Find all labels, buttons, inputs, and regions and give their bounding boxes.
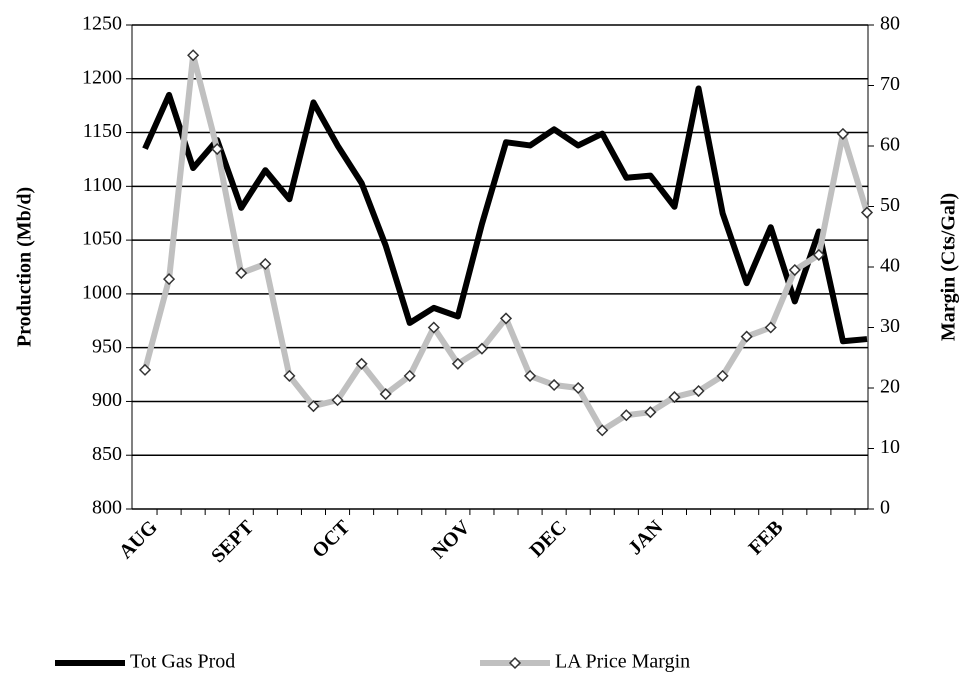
y2-tick-label: 10 <box>880 436 900 458</box>
y-tick-label: 1250 <box>82 13 122 35</box>
point-marker <box>427 321 440 334</box>
point-marker <box>836 127 849 140</box>
point-marker <box>283 369 296 382</box>
point-marker <box>379 387 392 401</box>
point-marker <box>644 406 657 419</box>
point-marker <box>740 330 753 343</box>
point-marker <box>788 263 801 277</box>
x-tick-label: FEB <box>744 516 787 559</box>
point-marker <box>355 357 368 370</box>
y-tick-label: 1100 <box>83 174 122 196</box>
legend-label: LA Price Margin <box>555 651 690 673</box>
point-marker <box>716 369 729 382</box>
legend-marker <box>508 656 522 670</box>
y2-tick-label: 50 <box>880 194 900 216</box>
point-marker <box>235 266 248 280</box>
point-marker <box>259 257 272 271</box>
point-marker <box>764 321 777 334</box>
legend-label: Tot Gas Prod <box>130 651 235 673</box>
y2-tick-label: 30 <box>880 315 900 337</box>
y-tick-label: 1000 <box>82 281 122 303</box>
y2-tick-label: 40 <box>880 255 900 277</box>
y-tick-label: 800 <box>92 497 122 519</box>
y-tick-label: 1150 <box>83 120 122 142</box>
y2-tick-label: 0 <box>880 497 890 519</box>
series-line <box>142 85 868 345</box>
y-tick-label: 900 <box>92 389 122 411</box>
point-marker <box>499 312 513 325</box>
y-tick-label: 1050 <box>82 228 122 250</box>
y-tick-label: 950 <box>92 335 122 357</box>
x-tick-label: OCT <box>308 516 355 563</box>
series-line <box>142 52 870 434</box>
x-tick-label: SEPT <box>207 516 258 567</box>
y2-tick-label: 70 <box>880 73 900 95</box>
y2-tick-label: 20 <box>880 376 900 398</box>
point-marker <box>163 273 176 286</box>
point-marker <box>860 206 874 219</box>
point-marker <box>572 381 585 395</box>
point-marker <box>187 49 200 62</box>
point-marker <box>668 391 681 404</box>
y-tick-label: 1200 <box>82 66 122 88</box>
point-marker <box>812 248 825 261</box>
point-marker <box>524 369 537 382</box>
point-marker <box>548 378 561 392</box>
y-tick-label: 850 <box>92 443 122 465</box>
x-tick-label: JAN <box>624 516 667 559</box>
x-tick-label: DEC <box>525 516 570 561</box>
point-marker <box>138 363 152 376</box>
x-tick-label: AUG <box>115 516 162 563</box>
point-marker <box>692 384 705 398</box>
point-marker <box>403 369 416 382</box>
point-marker <box>475 342 488 355</box>
point-marker <box>331 394 344 407</box>
y2-tick-label: 60 <box>880 134 900 156</box>
y2-tick-label: 80 <box>880 13 900 35</box>
point-marker <box>307 400 320 413</box>
point-marker <box>596 424 609 437</box>
x-tick-label: NOV <box>428 516 475 563</box>
point-marker <box>451 357 464 370</box>
y2-axis-label: Margin (Cts/Gal) <box>938 193 960 341</box>
y-axis-label: Production (Mb/d) <box>14 187 36 347</box>
point-marker <box>211 142 224 156</box>
point-marker <box>620 409 633 422</box>
